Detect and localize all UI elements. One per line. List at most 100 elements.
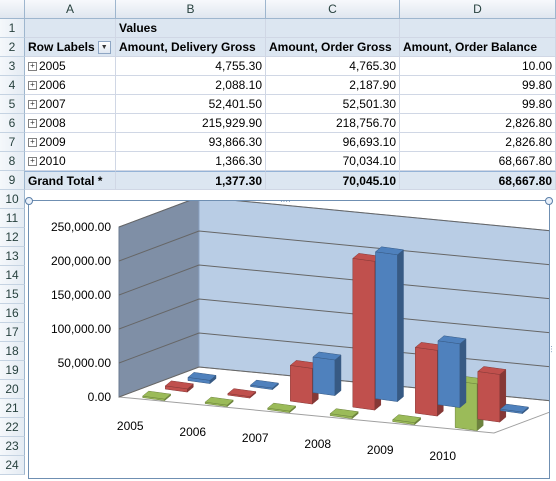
chart-resize-grip-top[interactable]: ···· (280, 197, 291, 206)
year-cell[interactable]: +2006 (25, 76, 116, 95)
row-labels-cell[interactable]: Row Labels ▼ (25, 38, 116, 57)
row-header-16[interactable]: 16 (0, 304, 25, 323)
expand-icon[interactable]: + (28, 138, 37, 148)
year-cell[interactable]: +2010 (25, 152, 116, 171)
row-header-15[interactable]: 15 (0, 285, 25, 304)
balance-value-cell[interactable]: 99.80 (400, 76, 556, 95)
column-header-a[interactable]: A (25, 0, 116, 19)
bar-s0-2005[interactable] (187, 372, 217, 385)
row-header-9[interactable]: 9 (0, 171, 25, 190)
bar-s2-2008[interactable] (329, 408, 359, 420)
header-order-balance[interactable]: Amount, Order Balance (400, 38, 556, 57)
balance-value-cell[interactable]: 68,667.80 (400, 152, 556, 171)
row-header-19[interactable]: 19 (0, 361, 25, 380)
side-wall (118, 196, 200, 398)
bar-s1-2010[interactable] (477, 366, 507, 423)
order-value-cell[interactable]: 4,765.30 (266, 57, 400, 76)
year-cell[interactable]: +2008 (25, 114, 116, 133)
bar-s0-2008[interactable] (374, 246, 405, 403)
expand-icon[interactable]: + (28, 119, 37, 129)
column-header-d[interactable]: D (400, 0, 556, 19)
row-header-18[interactable]: 18 (0, 342, 25, 361)
gridline (118, 230, 556, 266)
row-header-12[interactable]: 12 (0, 228, 25, 247)
row-header-10[interactable]: 10 (0, 190, 25, 209)
cell-a1[interactable] (25, 19, 116, 38)
delivery-value-cell[interactable]: 93,866.30 (116, 133, 266, 152)
order-value-cell[interactable]: 52,501.30 (266, 95, 400, 114)
chart-resize-handle-top-left[interactable] (25, 197, 33, 205)
delivery-value-cell[interactable]: 4,755.30 (116, 57, 266, 76)
bar-s2-2005[interactable] (142, 390, 172, 402)
row-header-17[interactable]: 17 (0, 323, 25, 342)
grand-total-balance[interactable]: 68,667.80 (400, 171, 556, 190)
order-value-cell[interactable]: 2,187.90 (266, 76, 400, 95)
bar-s0-2010[interactable] (499, 403, 530, 415)
chart-resize-grip-right[interactable]: ··· (547, 345, 556, 353)
column-header-c[interactable]: C (266, 0, 400, 19)
row-header-4[interactable]: 4 (0, 76, 25, 95)
bar-s0-2006[interactable] (249, 379, 280, 391)
row-header-3[interactable]: 3 (0, 57, 25, 76)
grand-total-order[interactable]: 70,045.10 (266, 171, 400, 190)
row-header-13[interactable]: 13 (0, 247, 25, 266)
balance-value-cell[interactable]: 99.80 (400, 95, 556, 114)
bar-s2-2007[interactable] (267, 402, 297, 414)
year-label: 2007 (39, 97, 66, 111)
3d-column-chart[interactable]: 0.00 50,000.00 100,000.00 150,000.00 200,000… (29, 196, 556, 478)
cell-c1[interactable] (266, 19, 400, 38)
delivery-value-cell[interactable]: 215,929.90 (116, 114, 266, 133)
row-header-1[interactable]: 1 (0, 19, 25, 38)
order-value-cell[interactable]: 218,756.70 (266, 114, 400, 133)
row-header-6[interactable]: 6 (0, 114, 25, 133)
row-header-23[interactable]: 23 (0, 437, 25, 456)
year-cell[interactable]: +2007 (25, 95, 116, 114)
row-header-5[interactable]: 5 (0, 95, 25, 114)
balance-value-cell[interactable]: 10.00 (400, 57, 556, 76)
row-header-22[interactable]: 22 (0, 418, 25, 437)
year-cell[interactable]: +2009 (25, 133, 116, 152)
column-header-b[interactable]: B (116, 0, 266, 19)
filter-dropdown-icon[interactable]: ▼ (97, 41, 111, 55)
chart-resize-handle-top-right[interactable] (545, 197, 553, 205)
year-label: 2008 (39, 116, 66, 130)
select-all-corner[interactable] (0, 0, 25, 19)
bar-s2-2009[interactable] (392, 414, 422, 426)
balance-value-cell[interactable]: 2,826.80 (400, 133, 556, 152)
row-header-8[interactable]: 8 (0, 152, 25, 171)
values-label[interactable]: Values (116, 19, 266, 38)
y-tick-label: 100,000.00 (51, 322, 111, 336)
delivery-value-cell[interactable]: 1,366.30 (116, 152, 266, 171)
order-value-cell[interactable]: 96,693.10 (266, 133, 400, 152)
balance-value-cell[interactable]: 2,826.80 (400, 114, 556, 133)
row-header-24[interactable]: 24 (0, 456, 25, 475)
header-order-gross[interactable]: Amount, Order Gross (266, 38, 400, 57)
row-header-2[interactable]: 2 (0, 38, 25, 57)
bar-s0-2009[interactable] (437, 335, 467, 409)
grand-total-label[interactable]: Grand Total * (25, 171, 116, 190)
expand-icon[interactable]: + (28, 62, 37, 72)
delivery-value-cell[interactable]: 52,401.50 (116, 95, 266, 114)
expand-icon[interactable]: + (28, 100, 37, 110)
chart-area[interactable]: 0.00 50,000.00 100,000.00 150,000.00 200,000… (28, 196, 556, 479)
delivery-value-cell[interactable]: 2,088.10 (116, 76, 266, 95)
header-delivery-gross[interactable]: Amount, Delivery Gross (116, 38, 266, 57)
order-value-cell[interactable]: 70,034.10 (266, 152, 400, 171)
expand-icon[interactable]: + (28, 157, 37, 167)
y-tick-label: 200,000.00 (51, 254, 111, 268)
cell-d1[interactable] (400, 19, 556, 38)
row-header-7[interactable]: 7 (0, 133, 25, 152)
x-tick-label: 2008 (304, 437, 331, 451)
bar-s2-2006[interactable] (204, 396, 234, 408)
row-header-14[interactable]: 14 (0, 266, 25, 285)
year-cell[interactable]: +2005 (25, 57, 116, 76)
expand-icon[interactable]: + (28, 81, 37, 91)
bar-s1-2006[interactable] (227, 388, 257, 399)
row-header-11[interactable]: 11 (0, 209, 25, 228)
row-header-20[interactable]: 20 (0, 380, 25, 399)
row-header-21[interactable]: 21 (0, 399, 25, 418)
bar-s0-2007[interactable] (312, 351, 342, 397)
grand-total-delivery[interactable]: 1,377.30 (116, 171, 266, 190)
bar-s1-2005[interactable] (164, 380, 194, 393)
